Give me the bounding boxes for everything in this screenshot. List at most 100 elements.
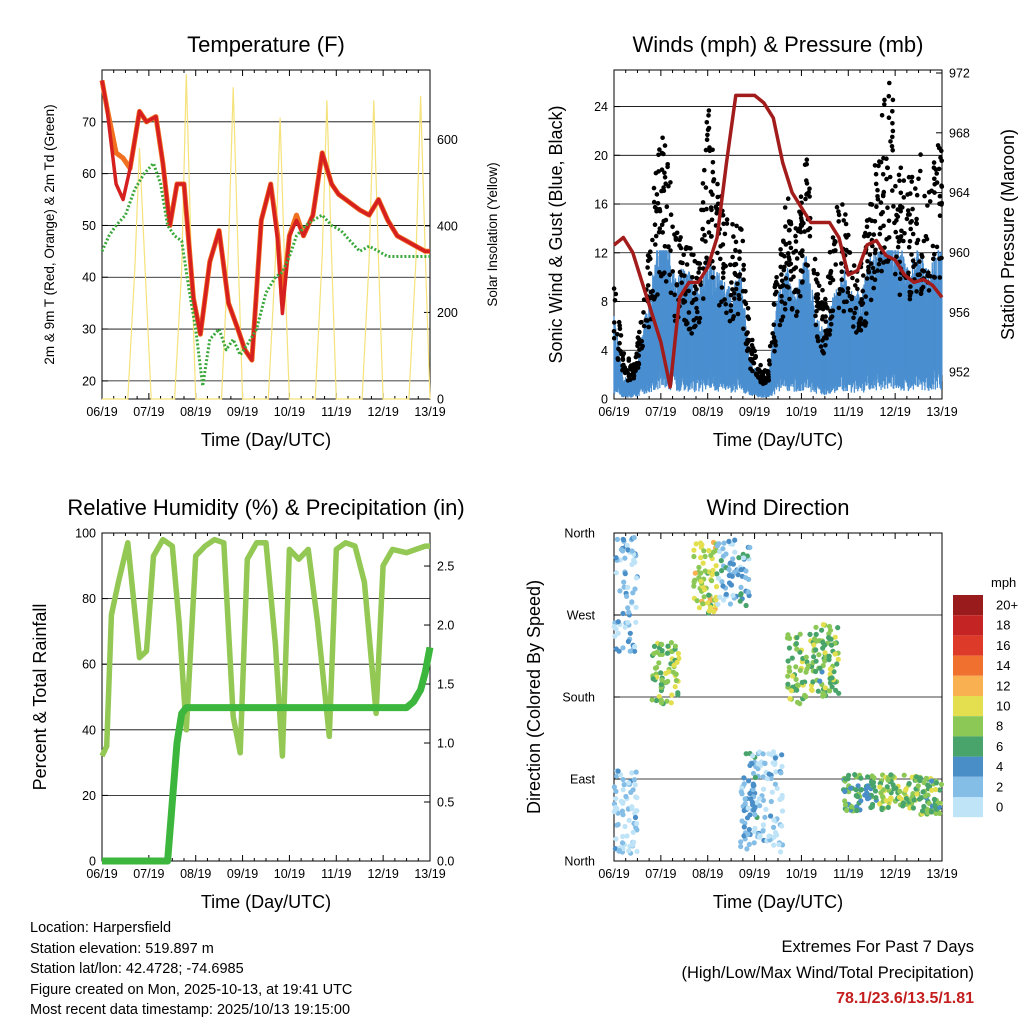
direction-point: [624, 593, 630, 600]
direction-point: [743, 602, 749, 609]
y-tick-label: 50: [82, 219, 96, 233]
direction-point: [675, 650, 682, 657]
direction-point: [710, 567, 716, 573]
direction-point: [691, 583, 697, 589]
gust-point: [732, 262, 737, 268]
gust-point: [654, 206, 659, 211]
x-tick-label: 06/19: [598, 867, 629, 881]
legend-swatch: [953, 776, 983, 797]
direction-point: [711, 609, 717, 615]
direction-point: [785, 681, 791, 687]
gust-point: [890, 109, 895, 114]
gust-point: [807, 186, 812, 191]
gust-point: [895, 214, 901, 219]
direction-point: [664, 650, 671, 656]
gust-point: [875, 194, 880, 199]
gust-point: [715, 194, 720, 200]
direction-point: [620, 776, 626, 783]
x-tick-label: 08/19: [180, 405, 211, 419]
gust-point: [891, 204, 896, 209]
gust-point: [909, 174, 915, 180]
gust-point: [791, 250, 796, 255]
direction-point: [813, 668, 819, 675]
direction-point: [664, 698, 670, 704]
direction-point: [862, 792, 868, 798]
direction-point: [611, 624, 617, 630]
y-tick-label: 20: [82, 374, 96, 388]
gust-point: [917, 259, 922, 264]
gust-point: [868, 297, 874, 303]
direction-point: [901, 772, 907, 778]
direction-point: [668, 640, 675, 646]
gust-point: [843, 221, 849, 227]
gust-point: [659, 222, 665, 228]
gust-point: [678, 235, 683, 240]
direction-point: [750, 770, 757, 777]
direction-point: [619, 808, 626, 814]
gust-point: [694, 287, 699, 292]
gust-point: [886, 93, 892, 99]
y-tick-label: East: [570, 773, 596, 787]
x-axis-title: Time (Day/UTC): [713, 430, 843, 450]
gust-point: [931, 160, 937, 165]
gust-point: [873, 171, 879, 177]
gust-point: [858, 316, 864, 321]
direction-point: [651, 643, 658, 650]
direction-point: [634, 848, 640, 855]
gust-point: [824, 335, 829, 341]
gust-point: [708, 205, 714, 210]
y-axis-title: Percent & Total Rainfall: [30, 604, 50, 791]
direction-point: [760, 774, 766, 780]
direction-point: [620, 833, 626, 840]
legend-title: mph: [991, 575, 1016, 590]
direction-point: [741, 833, 747, 839]
y-tick-label: South: [562, 691, 595, 705]
direction-point: [709, 578, 715, 584]
gust-point: [783, 276, 789, 281]
gust-point: [864, 224, 870, 230]
gust-point: [887, 174, 893, 180]
direction-point: [787, 696, 793, 702]
direction-point: [897, 788, 903, 794]
direction-point: [616, 847, 623, 854]
direction-point: [744, 846, 750, 852]
gust-point: [735, 311, 741, 317]
extremes-values: 78.1/23.6/13.5/1.81: [836, 990, 974, 1007]
gust-point: [713, 204, 719, 210]
direction-point: [659, 651, 665, 658]
gust-point: [879, 113, 885, 118]
gust-point: [787, 296, 792, 302]
direction-point: [797, 667, 803, 674]
y2-tick-label: 400: [437, 219, 458, 233]
gust-point: [778, 318, 784, 323]
legend-label: 10: [996, 699, 1010, 714]
direction-point: [827, 688, 833, 694]
y-tick-label: 4: [601, 344, 608, 358]
direction-point: [750, 786, 756, 793]
gust-point: [885, 165, 890, 171]
gust-point: [830, 308, 836, 314]
direction-point: [752, 812, 758, 818]
direction-point: [698, 555, 704, 561]
station-location: Location: Harpersfield: [30, 920, 172, 936]
gust-point: [655, 201, 661, 206]
extremes-title: Extremes For Past 7 Days: [781, 938, 974, 956]
gust-point: [620, 356, 626, 362]
direction-point: [877, 801, 883, 807]
x-tick-label: 08/19: [692, 405, 723, 419]
gust-point: [703, 239, 708, 244]
gust-point: [876, 261, 882, 267]
gust-point: [851, 324, 856, 329]
gust-point: [934, 171, 939, 176]
direction-point: [730, 592, 736, 599]
gust-point: [656, 152, 661, 158]
gust-point: [875, 187, 880, 193]
direction-point: [658, 681, 664, 688]
gust-point: [784, 260, 789, 266]
gust-point: [833, 239, 838, 245]
direction-point: [615, 821, 621, 828]
gust-point: [694, 305, 699, 311]
x-tick-label: 10/19: [786, 867, 817, 881]
gust-point: [621, 362, 626, 368]
direction-point: [672, 684, 678, 690]
